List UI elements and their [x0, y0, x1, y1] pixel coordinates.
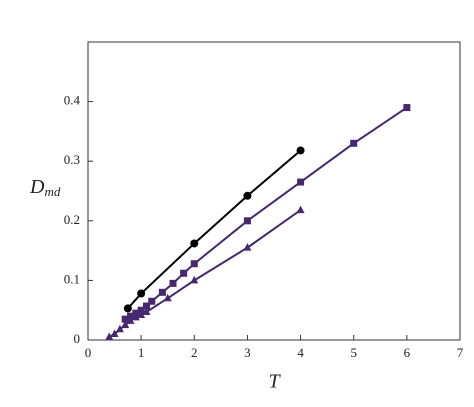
point: [142, 307, 151, 315]
point: [110, 329, 119, 338]
y-tick-label: 0.3: [64, 152, 80, 167]
point: [121, 320, 130, 329]
point: [169, 279, 177, 287]
point: [243, 191, 252, 200]
y-tick-label: 0.2: [64, 212, 80, 227]
point: [127, 312, 135, 320]
x-tick-label: 3: [244, 345, 251, 360]
point: [180, 269, 188, 277]
series-line: [124, 106, 408, 321]
y-tick-label: 0: [74, 331, 81, 346]
point: [297, 178, 305, 186]
y-axis-title-sub: md: [44, 184, 60, 199]
x-axis-title: T: [268, 371, 281, 393]
point: [243, 243, 252, 251]
y-tick-label: 0.1: [64, 271, 80, 286]
point: [296, 146, 305, 155]
point: [131, 312, 140, 321]
y-axis-title: Dmd: [29, 176, 61, 199]
point: [142, 302, 150, 310]
point: [296, 205, 305, 214]
point: [163, 293, 172, 302]
x-tick-label: 7: [457, 345, 464, 360]
point: [126, 316, 135, 324]
x-tick-label: 4: [297, 345, 304, 360]
x-tick-label: 5: [350, 345, 357, 360]
point: [190, 239, 199, 248]
x-tick-label: 0: [85, 345, 92, 360]
point: [403, 104, 411, 112]
point: [137, 310, 146, 318]
y-axis-title-main: D: [29, 176, 45, 198]
x-tick-label: 6: [404, 345, 411, 360]
y-tick-label: 0.4: [64, 93, 81, 108]
point: [148, 297, 156, 305]
plot-frame: [87, 41, 461, 341]
point: [121, 315, 129, 323]
point: [243, 217, 251, 225]
point: [137, 306, 145, 314]
point: [158, 288, 166, 296]
point: [350, 139, 358, 147]
x-tick-label: 1: [138, 345, 145, 360]
point: [190, 260, 198, 268]
point: [190, 275, 199, 284]
point: [105, 332, 114, 341]
point: [115, 324, 124, 333]
point: [137, 289, 146, 298]
point: [123, 304, 132, 313]
x-tick-label: 2: [191, 345, 198, 360]
